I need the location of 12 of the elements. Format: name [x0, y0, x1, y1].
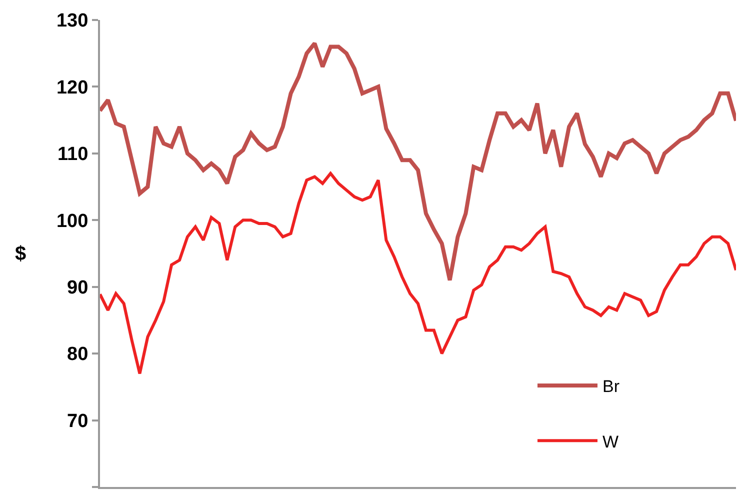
- y-axis-title: $: [15, 243, 26, 265]
- y-tick-label: 70: [67, 410, 88, 432]
- legend-label: W: [602, 432, 619, 452]
- y-tick-label: 130: [56, 10, 88, 32]
- y-tick-label: 110: [58, 144, 88, 166]
- y-tick-label: 120: [56, 77, 88, 98]
- line-series: [100, 41, 736, 282]
- y-tick-label: 90: [67, 278, 88, 299]
- line-series: [100, 172, 736, 376]
- y-tick-label: 100: [56, 210, 88, 232]
- legend-label: Br: [602, 377, 620, 396]
- y-tick-label: 80: [67, 344, 88, 366]
